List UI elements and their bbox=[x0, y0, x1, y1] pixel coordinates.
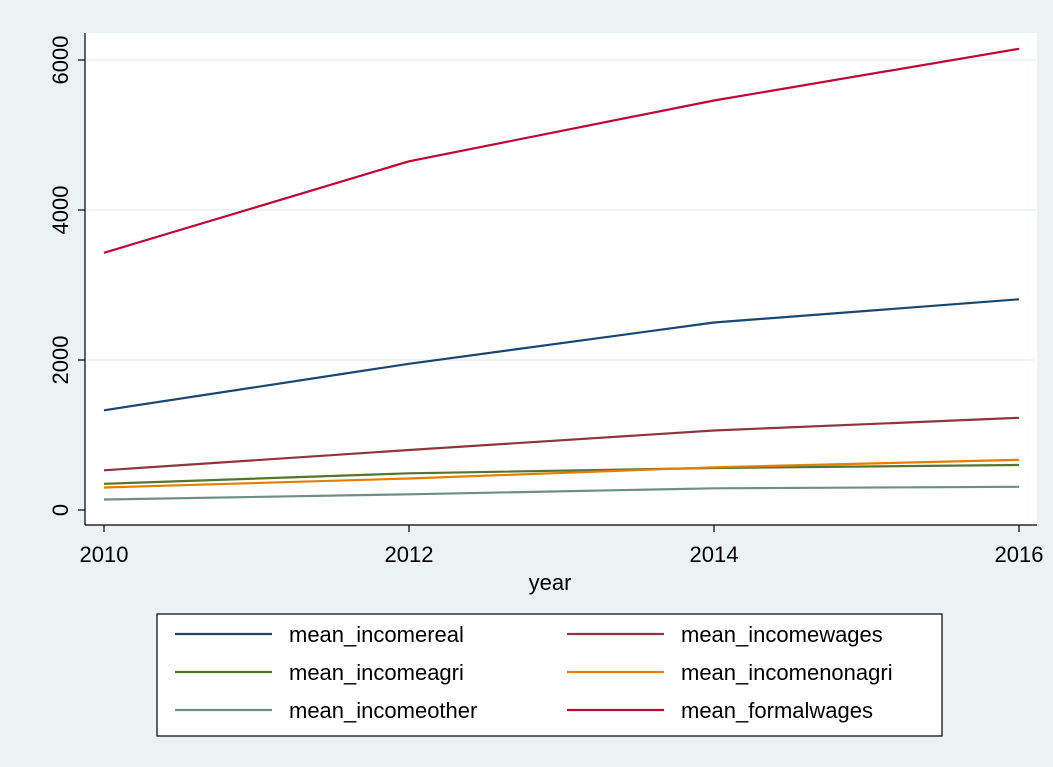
x-tick-label: 2014 bbox=[690, 542, 739, 567]
x-axis-ticks: 2010 2012 2014 2016 bbox=[80, 525, 1044, 567]
legend-label: mean_incomereal bbox=[289, 622, 464, 647]
y-axis-ticks: 0 2000 4000 6000 bbox=[48, 36, 85, 516]
x-axis-title: year bbox=[529, 570, 572, 595]
x-tick-label: 2012 bbox=[385, 542, 434, 567]
x-tick-label: 2016 bbox=[995, 542, 1044, 567]
legend-label: mean_incomewages bbox=[681, 622, 883, 647]
legend: mean_incomereal mean_incomewages mean_inco… bbox=[175, 622, 893, 723]
plot-region bbox=[85, 33, 1037, 525]
y-tick-label: 2000 bbox=[48, 336, 73, 385]
legend-label: mean_incomeagri bbox=[289, 660, 464, 685]
series-line-mean_incomereal bbox=[103, 298, 1020, 412]
y-tick-label: 4000 bbox=[48, 186, 73, 235]
legend-label: mean_incomenonagri bbox=[681, 660, 893, 685]
y-tick-label: 0 bbox=[48, 504, 73, 516]
legend-box bbox=[156, 613, 943, 737]
series-line-mean_incomenonagri bbox=[103, 458, 1020, 489]
x-tick-label: 2010 bbox=[80, 542, 129, 567]
series-line-mean_incomewages bbox=[103, 416, 1020, 472]
y-tick-label: 6000 bbox=[48, 36, 73, 85]
series-line-mean_formalwages bbox=[103, 47, 1020, 254]
series-line-mean_incomeagri bbox=[103, 463, 1020, 485]
series-line-mean_incomeother bbox=[103, 485, 1020, 501]
legend-label: mean_formalwages bbox=[681, 698, 873, 723]
series-lines bbox=[103, 47, 1020, 501]
legend-label: mean_incomeother bbox=[289, 698, 477, 723]
